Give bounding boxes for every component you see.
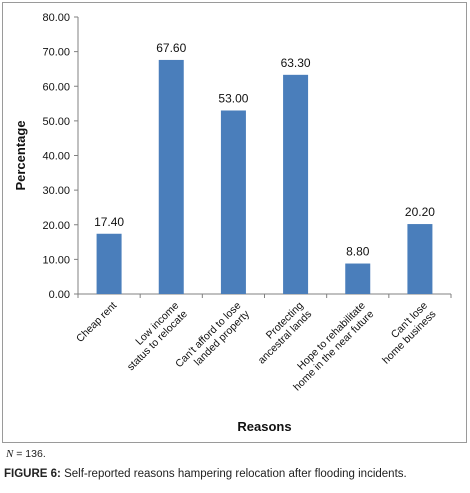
y-axis-title: Percentage (13, 120, 28, 190)
data-label: 8.80 (346, 245, 370, 259)
y-tick-label: 70.00 (42, 47, 70, 59)
x-category-label: Can't afford to loselanded property (173, 299, 252, 378)
figure-label: FIGURE 6: (4, 468, 61, 480)
x-category-label: Cheap rent (74, 300, 119, 345)
x-axis-title: Reasons (237, 419, 291, 434)
sample-size-symbol: N (6, 448, 14, 460)
y-tick-label: 30.00 (42, 185, 70, 197)
bar-chart: 0.00 10.00 20.00 30.00 40.00 50.00 60.00 70.00 8… (13, 12, 452, 434)
y-tick-label: 20.00 (42, 220, 70, 232)
figure-caption: FIGURE 6: Self-reported reasons hamperin… (4, 468, 407, 480)
data-label: 20.20 (405, 205, 435, 219)
data-label: 17.40 (94, 215, 124, 229)
bar (345, 263, 371, 294)
bar (283, 74, 309, 294)
y-tick-label: 60.00 (42, 81, 70, 93)
x-category-label: Can't losehome business (372, 300, 439, 367)
y-tick-label: 0.00 (49, 289, 70, 301)
bar (407, 224, 433, 294)
sample-size-note: N = 136. (6, 448, 46, 460)
data-label: 67.60 (156, 41, 186, 55)
bar (96, 233, 122, 294)
y-tick-label: 10.00 (42, 254, 70, 266)
x-category-label-line: Cheap rent (74, 300, 119, 345)
sample-size-text: = 136. (13, 448, 46, 460)
y-tick-label: 40.00 (42, 151, 70, 163)
figure-caption-text: Self-reported reasons hampering relocati… (60, 468, 407, 480)
bar (158, 59, 184, 295)
data-label: 53.00 (218, 91, 248, 105)
data-label: 63.30 (281, 56, 311, 70)
bar (220, 110, 246, 294)
y-tick-label: 80.00 (42, 12, 70, 24)
y-tick-label: 50.00 (42, 116, 70, 128)
